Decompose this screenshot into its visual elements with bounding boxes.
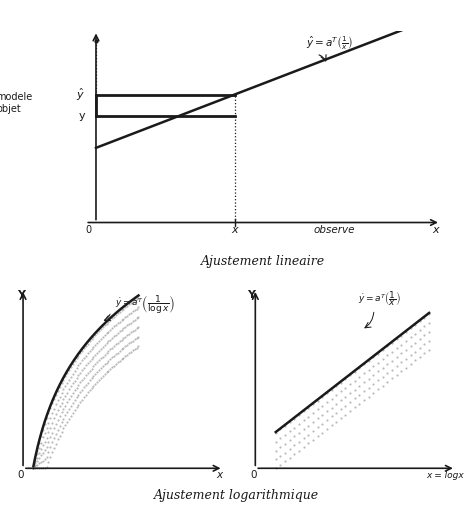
Text: $\dot{y} = a^T\left(\dfrac{1}{\log x}\right)$: $\dot{y} = a^T\left(\dfrac{1}{\log x}\ri…	[115, 293, 175, 316]
Text: $\dot{y} = a^T\left(\dfrac{1}{x}\right)$: $\dot{y} = a^T\left(\dfrac{1}{x}\right)$	[357, 289, 401, 307]
Text: Ajustement logarithmique: Ajustement logarithmique	[155, 489, 319, 502]
Text: $\hat{y}$: $\hat{y}$	[76, 87, 85, 103]
Text: Y: Y	[247, 290, 255, 300]
Text: observe: observe	[313, 225, 355, 235]
Text: x: x	[216, 470, 222, 480]
Text: 0: 0	[86, 225, 92, 235]
Text: x = logx: x = logx	[427, 471, 465, 480]
Text: y: y	[79, 111, 85, 121]
Text: 0: 0	[250, 470, 256, 480]
Text: x: x	[432, 225, 439, 235]
Text: 0: 0	[18, 470, 24, 480]
Text: x: x	[231, 225, 238, 235]
Text: Y: Y	[17, 290, 25, 300]
Text: modele
objet: modele objet	[0, 92, 33, 114]
Text: $\hat{y} = a^T\left(\frac{1}{x}\right)$: $\hat{y} = a^T\left(\frac{1}{x}\right)$	[306, 35, 353, 52]
Text: Ajustement lineaire: Ajustement lineaire	[201, 254, 325, 268]
